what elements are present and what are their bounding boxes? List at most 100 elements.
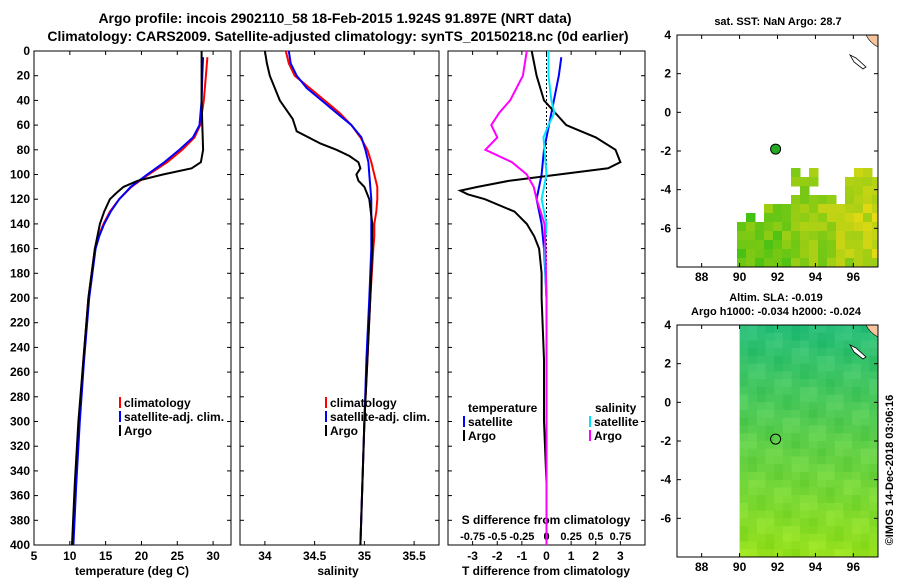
difference-x-tick-label: -2: [492, 549, 503, 563]
sst-cell: [845, 213, 855, 223]
land-shape: [865, 35, 878, 48]
sst-cell: [854, 240, 864, 250]
sla-cell: [852, 417, 862, 427]
sst-cell: [845, 204, 855, 214]
sst-cell: [818, 231, 828, 241]
sla-cell: [826, 541, 836, 550]
lon-tick-label: 94: [809, 560, 823, 574]
sla-cell: [739, 325, 749, 334]
sla-cell: [826, 363, 836, 372]
sla-cell: [817, 448, 827, 457]
sla-cell: [765, 441, 775, 450]
sst-cell: [827, 204, 837, 214]
sla-cell: [808, 541, 819, 550]
lon-tick-label: 90: [733, 270, 747, 284]
lon-tick-label: 92: [771, 560, 785, 574]
sla-cell: [834, 433, 844, 442]
sla-cell: [826, 518, 836, 527]
sla-cell: [774, 448, 784, 457]
sla-cell: [782, 464, 793, 473]
sst-cell: [872, 177, 878, 187]
sla-cell: [748, 502, 758, 512]
sla-cell: [808, 379, 819, 388]
series-line-argo: [263, 50, 374, 546]
sla-cell: [808, 479, 819, 488]
sst-cell: [764, 249, 774, 259]
sla-cell: [800, 340, 810, 349]
sla-cell: [800, 363, 810, 372]
sla-cell: [782, 363, 793, 372]
sla-cell: [791, 379, 801, 388]
sla-cell: [782, 502, 793, 512]
sdiff-tick-label: 0.5: [588, 531, 603, 543]
sst-cell: [746, 240, 756, 250]
sst-cell: [863, 186, 873, 196]
sst-cell: [746, 231, 756, 241]
sla-cell: [834, 394, 844, 403]
depth-tick-label: 360: [10, 489, 30, 503]
sla-cell: [756, 402, 767, 411]
sla-cell: [843, 518, 853, 527]
sla-cell: [869, 348, 878, 357]
sla-cell: [800, 510, 810, 519]
sla-cell: [774, 549, 784, 557]
sla-cell: [756, 410, 767, 419]
sla-cell: [800, 549, 810, 557]
sla-cell: [782, 425, 793, 434]
sst-cell: [800, 186, 810, 196]
sla-cell: [748, 433, 758, 442]
sla-cell: [860, 355, 870, 365]
sla-cell: [869, 425, 878, 434]
sst-cell: [854, 177, 864, 187]
sla-cell: [834, 487, 844, 496]
sst-cell: [791, 222, 801, 232]
sst-cell: [872, 186, 878, 196]
sla-cell: [800, 502, 810, 512]
salinity-x-tick-label: 34: [258, 549, 272, 563]
sla-cell: [843, 487, 853, 496]
sla-cell: [782, 371, 793, 380]
sla-cell: [826, 410, 836, 419]
sst_map-panel: 88 90 92 94 96 4 2 0 -2 -4 -6: [660, 28, 879, 284]
sla-cell: [869, 332, 878, 341]
sla-cell: [834, 471, 844, 481]
sla-cell: [739, 487, 749, 496]
sst-cell: [800, 258, 810, 267]
sst-cell: [737, 258, 747, 267]
sla-cell: [774, 433, 784, 442]
sla-cell: [808, 456, 819, 465]
sla-cell: [834, 348, 844, 357]
sla-cell: [791, 355, 801, 365]
sla-cell: [834, 410, 844, 419]
sla-cell: [791, 495, 801, 504]
sla-cell: [860, 402, 870, 411]
sla-cell: [782, 410, 793, 419]
sst-cell: [872, 249, 878, 259]
sla-cell: [765, 479, 775, 488]
sla-cell: [800, 487, 810, 496]
sla-cell: [756, 456, 767, 465]
sla-cell: [791, 433, 801, 442]
sst-cell: [854, 231, 864, 241]
sla-cell: [860, 464, 870, 473]
sla-cell: [791, 448, 801, 457]
sla-cell: [817, 433, 827, 442]
sla-cell: [765, 394, 775, 403]
sla-cell: [860, 479, 870, 488]
sla-cell: [834, 379, 844, 388]
difference-panel: -3-2-10123-0.75-0.5-0.2500.250.50.75temp…: [447, 50, 646, 563]
sla-cell: [791, 518, 801, 527]
sla-cell: [774, 502, 784, 512]
sla-cell: [791, 441, 801, 450]
sla-cell: [817, 394, 827, 403]
sla-cell: [774, 371, 784, 380]
sla-cell: [808, 417, 819, 427]
sla-cell: [782, 402, 793, 411]
sla-cell: [817, 456, 827, 465]
sst-cell: [746, 258, 756, 267]
sla-cell: [860, 487, 870, 496]
sla-cell: [843, 456, 853, 465]
sla-cell: [791, 502, 801, 512]
sla-cell: [843, 464, 853, 473]
